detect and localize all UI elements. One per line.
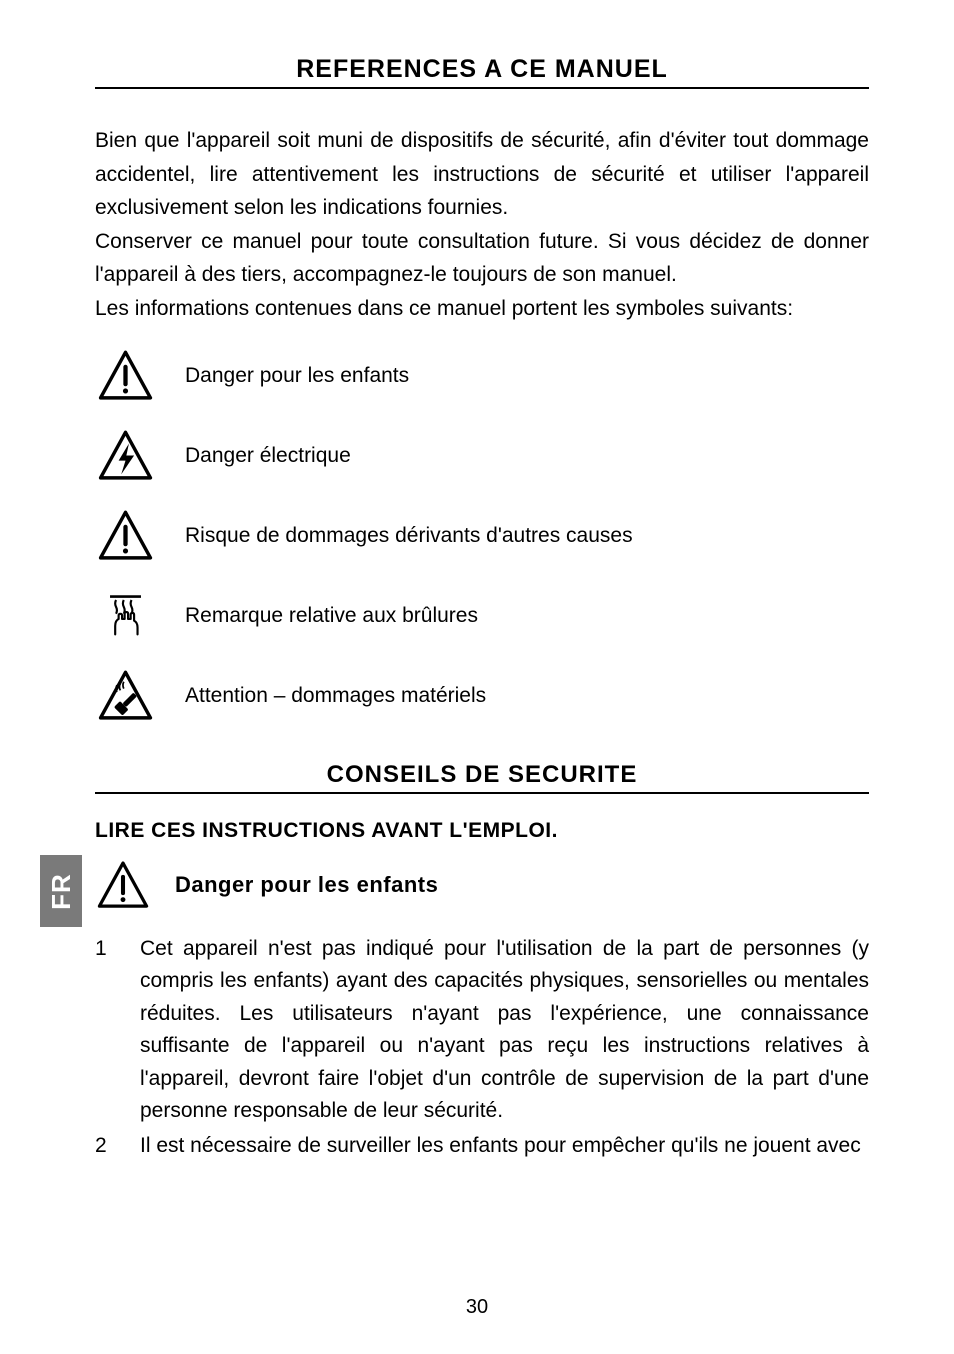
symbol-row: Risque de dommages dérivants d'autres ca…: [95, 506, 869, 566]
symbol-label: Danger électrique: [185, 444, 351, 468]
list-item: 2 Il est nécessaire de surveiller les en…: [95, 1130, 869, 1163]
item-text: Il est nécessaire de surveiller les enfa…: [140, 1130, 869, 1163]
item-number: 1: [95, 933, 140, 1128]
symbol-label: Remarque relative aux brûlures: [185, 604, 478, 628]
electric-triangle-icon: [95, 426, 155, 486]
page-number: 30: [0, 1296, 954, 1319]
language-tab: FR: [40, 855, 82, 927]
symbol-label: Attention – dommages matériels: [185, 684, 486, 708]
item-number: 2: [95, 1130, 140, 1163]
intro-paragraph: Bien que l'appareil soit muni de disposi…: [95, 124, 869, 326]
danger-children-row: Danger pour les enfants: [95, 858, 869, 913]
language-code: FR: [45, 873, 76, 910]
symbol-label: Danger pour les enfants: [185, 364, 409, 388]
section-title-conseils: CONSEILS DE SECURITE: [95, 761, 869, 794]
item-text: Cet appareil n'est pas indiqué pour l'ut…: [140, 933, 869, 1128]
symbol-label: Risque de dommages dérivants d'autres ca…: [185, 524, 633, 548]
warning-triangle-icon: [95, 346, 155, 406]
symbol-row: Remarque relative aux brûlures: [95, 586, 869, 646]
warning-triangle-icon: [95, 858, 150, 913]
danger-children-title: Danger pour les enfants: [175, 872, 438, 898]
list-item: 1 Cet appareil n'est pas indiqué pour l'…: [95, 933, 869, 1128]
burn-hand-icon: [95, 586, 155, 646]
symbol-list: Danger pour les enfants Danger électriqu…: [95, 346, 869, 726]
numbered-list: 1 Cet appareil n'est pas indiqué pour l'…: [95, 933, 869, 1163]
warning-triangle-icon: [95, 506, 155, 566]
material-damage-triangle-icon: [95, 666, 155, 726]
symbol-row: Danger électrique: [95, 426, 869, 486]
read-before-use-heading: LIRE CES INSTRUCTIONS AVANT L'EMPLOI.: [95, 819, 869, 843]
symbol-row: Danger pour les enfants: [95, 346, 869, 406]
manual-page: FR REFERENCES A CE MANUEL Bien que l'app…: [0, 0, 954, 1354]
symbol-row: Attention – dommages matériels: [95, 666, 869, 726]
section-title-references: REFERENCES A CE MANUEL: [95, 55, 869, 89]
